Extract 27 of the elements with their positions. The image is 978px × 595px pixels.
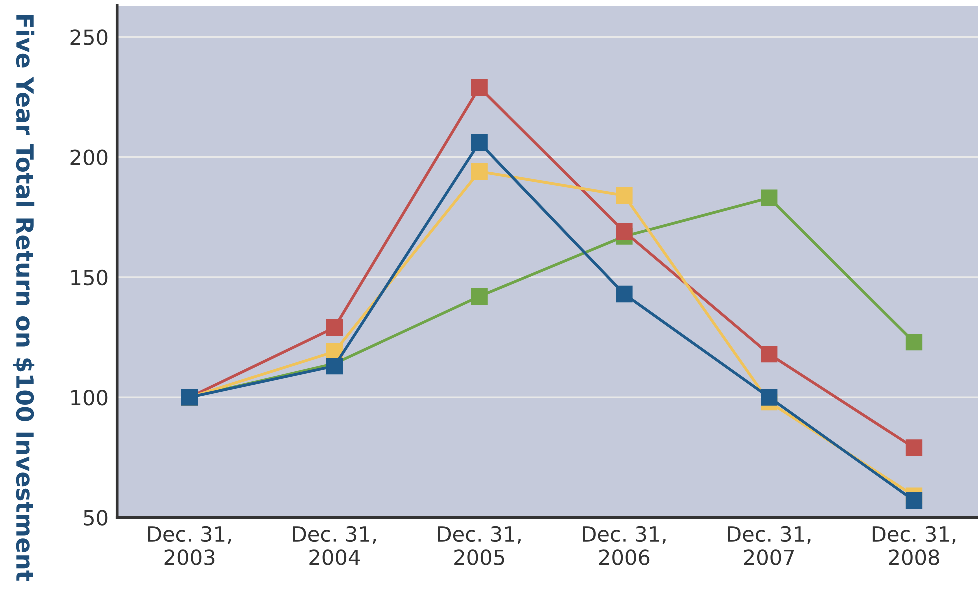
- x-tick-label: Dec. 31, 2003: [148, 526, 232, 566]
- point: [471, 288, 488, 305]
- point: [906, 334, 923, 351]
- y-tick-label: 100: [72, 390, 108, 406]
- x-tick-label: Dec. 31, 2007: [728, 526, 811, 566]
- y-tick-label: 150: [72, 270, 108, 286]
- point: [326, 320, 344, 336]
- x-tick-label: Dec. 31, 2005: [438, 526, 521, 566]
- point: [616, 223, 633, 240]
- point: [471, 134, 488, 152]
- point: [471, 163, 488, 180]
- y-tick-label: 200: [70, 150, 108, 166]
- y-tick-label: 250: [70, 30, 108, 46]
- point: [616, 187, 633, 204]
- point: [761, 346, 778, 363]
- x-tick-label: Dec. 31, 2006: [583, 526, 666, 566]
- x-tick-label: Dec. 31, 2004: [293, 526, 376, 566]
- point: [906, 440, 923, 456]
- point: [906, 492, 923, 510]
- point: [761, 389, 778, 406]
- point: [761, 190, 778, 206]
- y-tick-label: 50: [84, 510, 108, 526]
- point: [616, 286, 633, 303]
- x-tick-label: Dec. 31, 2008: [872, 526, 956, 566]
- point: [471, 79, 488, 96]
- point: [326, 358, 344, 375]
- y-axis-title: Five Year Total Return on $100 Investment: [13, 15, 35, 582]
